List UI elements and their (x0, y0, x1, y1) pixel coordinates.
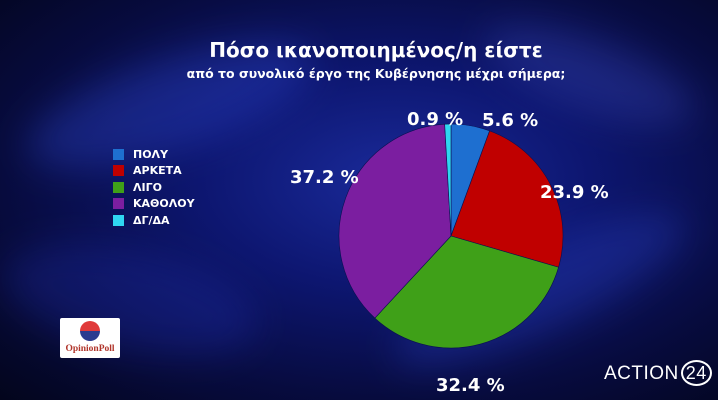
legend-label: ΔΓ/ΔΑ (133, 213, 170, 227)
legend-swatch (113, 181, 124, 193)
legend-item: ΚΑΘΟΛΟΥ (113, 196, 195, 213)
chart-title: Πόσο ικανοποιημένος/η είστε (209, 38, 543, 62)
slice-label: 0.9 % (407, 109, 463, 130)
pie-slice (374, 235, 559, 349)
legend-label: ΠΟΛΥ (133, 147, 169, 161)
slice-label: 23.9 % (540, 182, 609, 203)
channel-logo: ACTION 24 (604, 360, 712, 386)
chart-subtitle: από το συνολικό έργο της Κυβέρνησης μέχρ… (186, 66, 566, 81)
channel-name: ACTION (604, 363, 679, 384)
logo-circle-icon (80, 321, 100, 341)
slice-label: 32.4 % (436, 375, 505, 396)
slice-label: 37.2 % (290, 167, 359, 188)
channel-number: 24 (680, 360, 712, 386)
legend-label: ΑΡΚΕΤΑ (133, 164, 182, 178)
legend-label: ΛΙΓΟ (133, 180, 162, 194)
legend-swatch (113, 165, 124, 177)
legend-item: ΠΟΛΥ (113, 146, 195, 163)
legend-item: ΑΡΚΕΤΑ (113, 163, 195, 180)
pie-slice (444, 123, 452, 237)
pie-slice (450, 130, 564, 268)
legend-swatch (113, 198, 124, 210)
chart-legend: ΠΟΛΥ ΑΡΚΕΤΑ ΛΙΓΟ ΚΑΘΟΛΟΥ ΔΓ/ΔΑ (113, 146, 195, 229)
legend-item: ΔΓ/ΔΑ (113, 212, 195, 229)
pie-slice (338, 123, 452, 319)
logo-text: OpinionPoll (65, 344, 115, 354)
opinionpoll-logo: OpinionPoll (60, 318, 120, 358)
legend-label: ΚΑΘΟΛΟΥ (133, 197, 195, 211)
slice-label: 5.6 % (482, 110, 538, 131)
legend-swatch (113, 214, 124, 226)
legend-swatch (113, 148, 124, 160)
legend-item: ΛΙΓΟ (113, 179, 195, 196)
